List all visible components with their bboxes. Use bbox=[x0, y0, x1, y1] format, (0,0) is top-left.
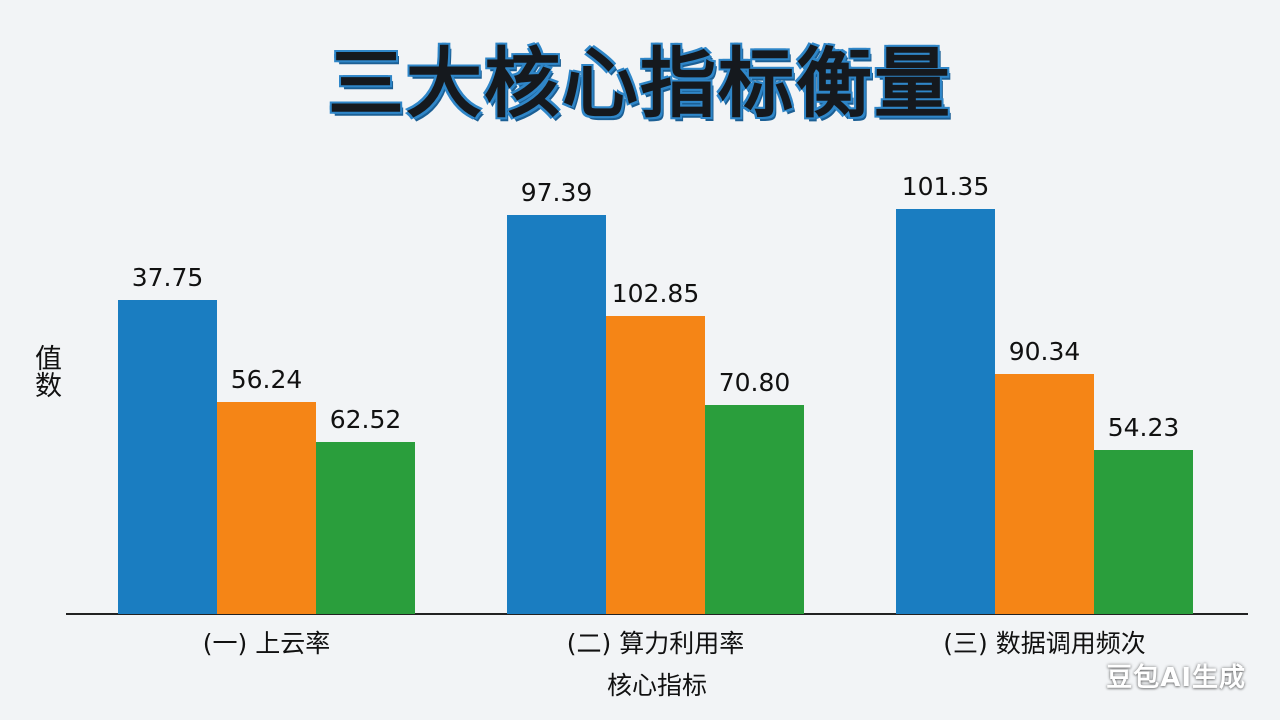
chart-title: 三大核心指标衡量 bbox=[328, 39, 952, 128]
bar-2-2 bbox=[606, 316, 705, 614]
bars-group bbox=[118, 209, 1193, 614]
value-labels-group: 37.75 56.24 62.52 97.39 102.85 70.80 101.35 90.… bbox=[132, 172, 1180, 442]
bar-3-1 bbox=[896, 209, 995, 614]
category-label-3: (三) 数据调用频次 bbox=[943, 629, 1145, 658]
value-label-1-2: 56.24 bbox=[231, 365, 303, 394]
y-axis-label: 值数 bbox=[30, 344, 61, 398]
bar-2-1 bbox=[507, 215, 606, 614]
bar-3-3 bbox=[1094, 450, 1193, 614]
category-label-1: (一) 上云率 bbox=[203, 629, 330, 658]
value-label-3-2: 90.34 bbox=[1009, 337, 1081, 366]
category-labels-group: (一) 上云率 (二) 算力利用率 (三) 数据调用频次 bbox=[203, 629, 1146, 658]
bar-2-3 bbox=[705, 405, 804, 614]
bar-3-2 bbox=[995, 374, 1094, 614]
category-label-2: (二) 算力利用率 bbox=[567, 629, 744, 658]
value-label-1-3: 62.52 bbox=[330, 405, 402, 434]
bar-1-3 bbox=[316, 442, 415, 614]
value-label-2-2: 102.85 bbox=[612, 279, 699, 308]
value-label-2-3: 70.80 bbox=[719, 368, 791, 397]
value-label-2-1: 97.39 bbox=[521, 178, 593, 207]
value-label-1-1: 37.75 bbox=[132, 263, 204, 292]
value-label-3-1: 101.35 bbox=[902, 172, 989, 201]
watermark: 豆包AI生成 bbox=[1106, 663, 1246, 693]
bar-1-1 bbox=[118, 300, 217, 614]
value-label-3-3: 54.23 bbox=[1108, 413, 1180, 442]
bar-1-2 bbox=[217, 402, 316, 614]
x-axis-label: 核心指标 bbox=[607, 671, 707, 700]
